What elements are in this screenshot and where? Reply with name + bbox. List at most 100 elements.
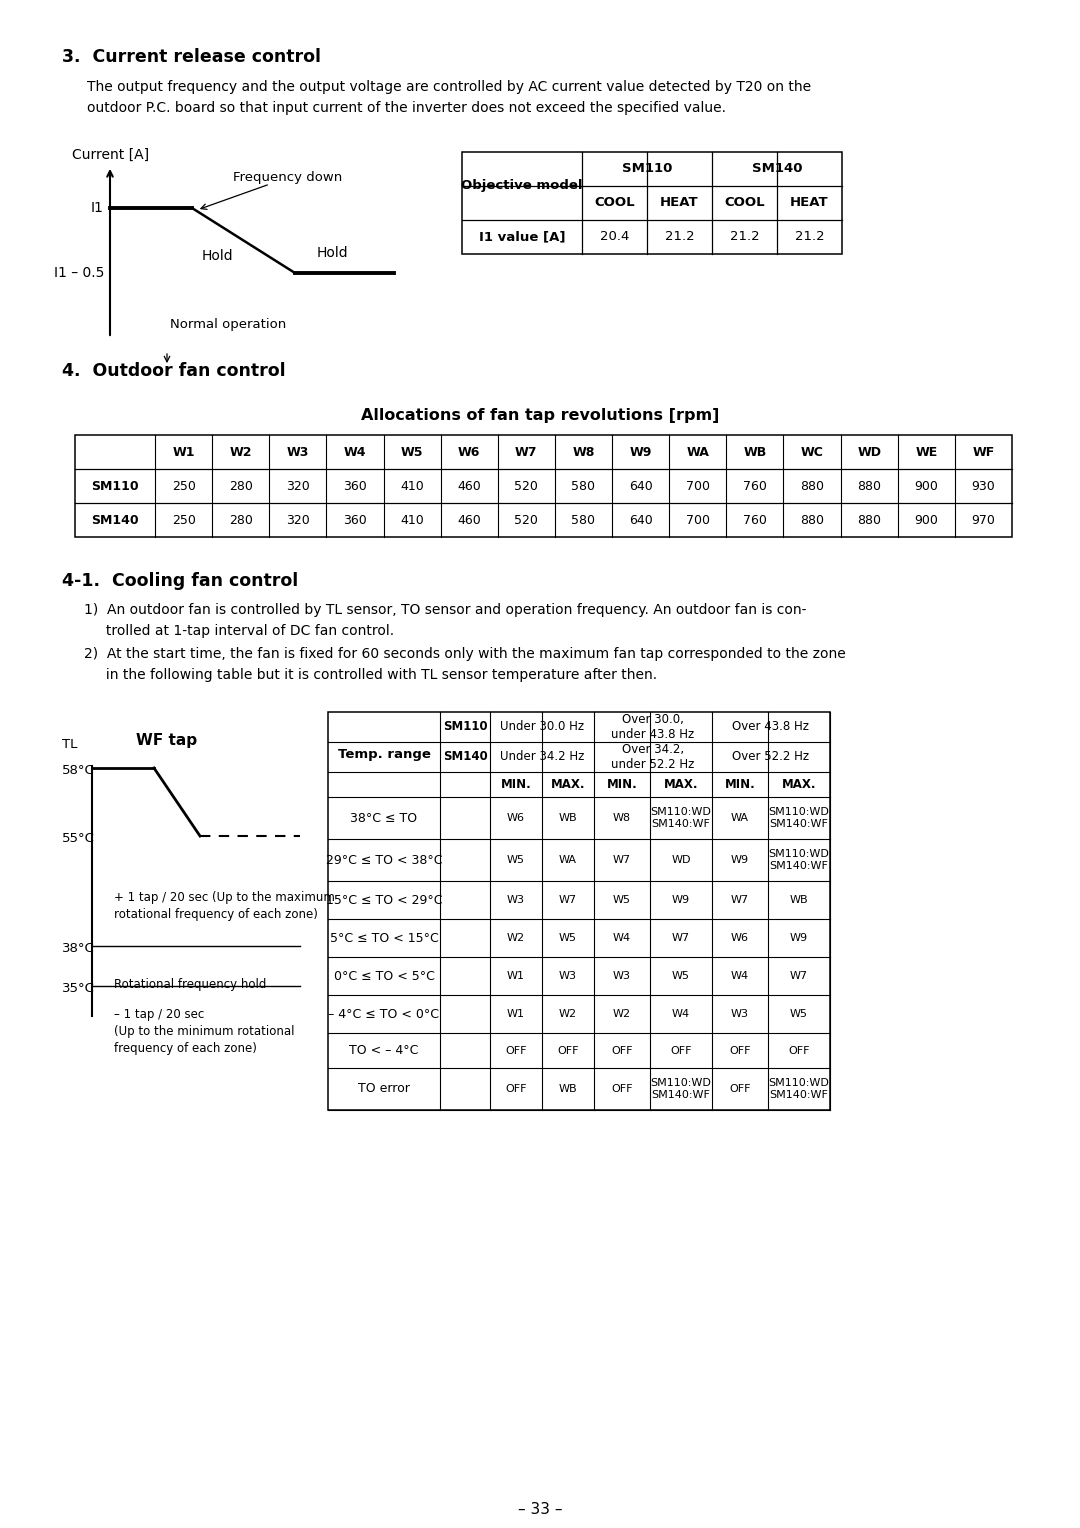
Text: 580: 580 [571,480,595,492]
Text: W5: W5 [559,934,577,943]
Text: 38°C: 38°C [62,943,95,955]
Text: W7: W7 [559,895,577,905]
Text: 21.2: 21.2 [664,231,694,243]
Text: WA: WA [559,856,577,865]
Text: W9: W9 [789,934,808,943]
Text: W4: W4 [613,934,631,943]
Text: W2: W2 [229,446,252,458]
Text: 15°C ≤ TO < 29°C: 15°C ≤ TO < 29°C [326,894,442,906]
Text: Normal operation: Normal operation [170,318,286,332]
Text: 4.  Outdoor fan control: 4. Outdoor fan control [62,362,285,380]
Text: W6: W6 [731,934,750,943]
Text: 520: 520 [514,513,538,527]
Text: 280: 280 [229,480,253,492]
Text: WF tap: WF tap [136,733,198,749]
Text: OFF: OFF [611,1045,633,1056]
Text: OFF: OFF [505,1083,527,1094]
Text: SM110: SM110 [91,480,139,492]
Text: – 4°C ≤ TO < 0°C: – 4°C ≤ TO < 0°C [328,1007,440,1021]
Text: SM110: SM110 [443,721,487,733]
Text: Frequency down: Frequency down [233,171,342,185]
Text: 460: 460 [457,480,481,492]
Text: 5°C ≤ TO < 15°C: 5°C ≤ TO < 15°C [329,932,438,944]
Text: 930: 930 [972,480,996,492]
Bar [328,712,831,1109]
Text: W5: W5 [507,856,525,865]
Text: 55°C: 55°C [62,833,95,845]
Text: TO < – 4°C: TO < – 4°C [349,1044,419,1057]
Text: 520: 520 [514,480,538,492]
Text: 880: 880 [800,480,824,492]
Text: WB: WB [558,1083,578,1094]
Text: Rotational frequency hold: Rotational frequency hold [114,978,267,992]
Text: W6: W6 [458,446,481,458]
Text: SM110:WD
SM140:WF: SM110:WD SM140:WF [650,1079,712,1100]
Text: WB: WB [789,895,808,905]
Text: SM110:WD
SM140:WF: SM110:WD SM140:WF [769,807,829,828]
Text: W4: W4 [731,970,750,981]
Text: – 1 tap / 20 sec
(Up to the minimum rotational
frequency of each zone): – 1 tap / 20 sec (Up to the minimum rota… [114,1008,295,1054]
Text: W5: W5 [613,895,631,905]
Text: 700: 700 [686,480,710,492]
Text: OFF: OFF [505,1045,527,1056]
Text: 4-1.  Cooling fan control: 4-1. Cooling fan control [62,571,298,590]
Text: WD: WD [672,856,691,865]
Text: Current [A]: Current [A] [72,148,149,162]
Text: W5: W5 [789,1008,808,1019]
Text: 970: 970 [972,513,996,527]
Text: MAX.: MAX. [551,778,585,792]
Text: W3: W3 [507,895,525,905]
Text: WB: WB [558,813,578,824]
Text: W3: W3 [286,446,309,458]
Text: 460: 460 [457,513,481,527]
Text: W7: W7 [515,446,538,458]
Text: 21.2: 21.2 [730,231,759,243]
Text: MIN.: MIN. [725,778,755,792]
Text: W4: W4 [343,446,366,458]
Text: + 1 tap / 20 sec (Up to the maximum
rotational frequency of each zone): + 1 tap / 20 sec (Up to the maximum rota… [114,891,335,921]
Text: 640: 640 [629,513,652,527]
Text: W3: W3 [559,970,577,981]
Text: 640: 640 [629,480,652,492]
Text: OFF: OFF [788,1045,810,1056]
Text: SM110: SM110 [622,162,672,176]
Text: SM140: SM140 [443,750,487,764]
Text: W6: W6 [507,813,525,824]
Text: 760: 760 [743,480,767,492]
Text: W1: W1 [507,1008,525,1019]
Text: 580: 580 [571,513,595,527]
Text: SM110:WD
SM140:WF: SM110:WD SM140:WF [769,850,829,871]
Text: 58°C: 58°C [62,764,95,778]
Text: OFF: OFF [729,1045,751,1056]
Text: Hold: Hold [202,249,233,263]
Text: 700: 700 [686,513,710,527]
Text: 360: 360 [343,480,367,492]
Text: Over 52.2 Hz: Over 52.2 Hz [732,750,810,764]
Text: 900: 900 [915,513,939,527]
Text: 250: 250 [172,513,195,527]
Text: Temp. range: Temp. range [338,749,431,761]
Text: 1)  An outdoor fan is controlled by TL sensor, TO sensor and operation frequency: 1) An outdoor fan is controlled by TL se… [84,604,807,639]
Text: I1 – 0.5: I1 – 0.5 [54,266,104,280]
Text: Allocations of fan tap revolutions [rpm]: Allocations of fan tap revolutions [rpm] [361,408,719,423]
Text: W1: W1 [507,970,525,981]
Text: 410: 410 [401,513,424,527]
Text: W4: W4 [672,1008,690,1019]
Text: 3.  Current release control: 3. Current release control [62,47,321,66]
Text: 320: 320 [286,513,310,527]
Text: 360: 360 [343,513,367,527]
Text: The output frequency and the output voltage are controlled by AC current value d: The output frequency and the output volt… [87,79,811,115]
Text: TL: TL [62,738,78,750]
Text: W7: W7 [613,856,631,865]
Text: I1 value [A]: I1 value [A] [478,231,565,243]
Text: W5: W5 [672,970,690,981]
Text: 320: 320 [286,480,310,492]
Text: WF: WF [972,446,995,458]
Text: OFF: OFF [671,1045,692,1056]
Text: 880: 880 [800,513,824,527]
Text: W8: W8 [613,813,631,824]
Text: COOL: COOL [594,197,635,209]
Text: OFF: OFF [611,1083,633,1094]
Text: W2: W2 [613,1008,631,1019]
Text: 2)  At the start time, the fan is fixed for 60 seconds only with the maximum fan: 2) At the start time, the fan is fixed f… [84,646,846,681]
